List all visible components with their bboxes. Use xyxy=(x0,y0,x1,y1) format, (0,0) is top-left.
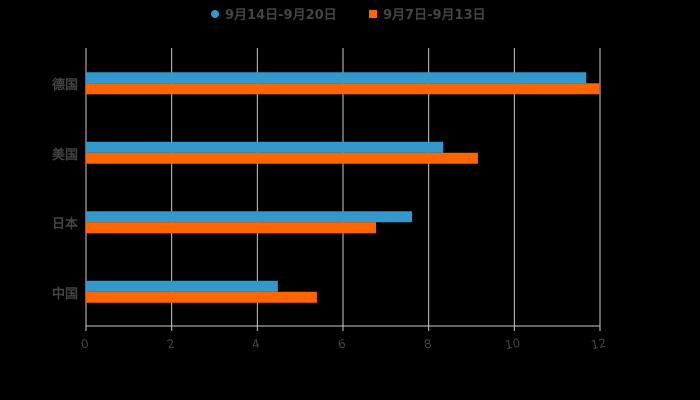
x-tick-label: 10 xyxy=(504,335,522,353)
legend-label: 9月7日-9月13日 xyxy=(383,8,486,23)
chart-legend: 9月14日-9月20日 9月7日-9月13日 xyxy=(0,4,700,24)
category-label: 中国 xyxy=(51,286,78,302)
bar[interactable] xyxy=(86,152,478,164)
category-label: 美国 xyxy=(51,147,78,163)
legend-item-week1[interactable]: 9月7日-9月13日 xyxy=(369,4,486,23)
bar[interactable] xyxy=(86,222,376,234)
bar[interactable] xyxy=(86,291,317,303)
legend-circle-icon xyxy=(211,9,219,18)
x-tick-label: 12 xyxy=(589,335,608,353)
bar[interactable] xyxy=(86,280,278,292)
bar[interactable] xyxy=(86,83,600,95)
category-label: 日本 xyxy=(51,217,78,233)
legend-item-week2[interactable]: 9月14日-9月20日 xyxy=(211,4,337,23)
bar[interactable] xyxy=(86,141,444,153)
bar[interactable] xyxy=(86,72,587,84)
legend-label: 9月14日-9月20日 xyxy=(225,8,337,23)
legend-square-icon xyxy=(369,9,377,18)
bar[interactable] xyxy=(86,211,412,223)
category-label: 德国 xyxy=(51,78,78,94)
